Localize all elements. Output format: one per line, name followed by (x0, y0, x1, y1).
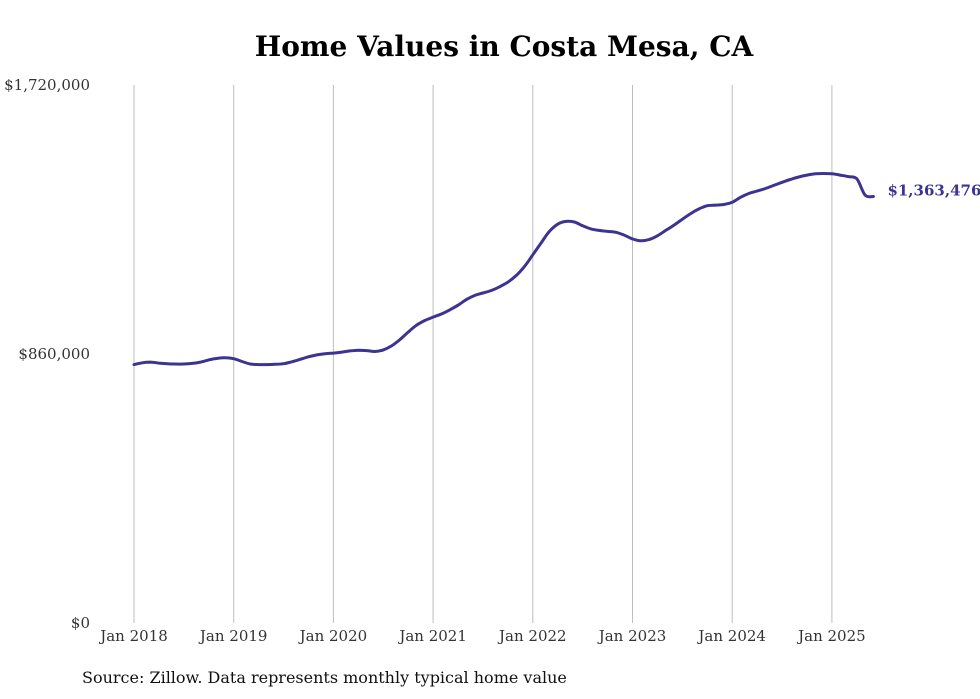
chart-title: Home Values in Costa Mesa, CA (254, 30, 754, 63)
x-tick-label: Jan 2022 (497, 627, 567, 645)
x-tick-label: Jan 2023 (597, 627, 667, 645)
line-chart: $0$860,000$1,720,000 Jan 2018 Jan 2019 Jan… (4, 76, 980, 645)
x-tick-label: Jan 2021 (397, 627, 467, 645)
x-tick-label: Jan 2019 (198, 627, 268, 645)
x-tick-label: Jan 2018 (98, 627, 168, 645)
y-tick-label: $860,000 (18, 345, 90, 363)
x-tick-label: Jan 2020 (298, 627, 368, 645)
x-axis-labels: Jan 2018 Jan 2019 Jan 2020 Jan 2021 Jan 2022… (98, 627, 865, 645)
x-tick-label: Jan 2024 (696, 627, 766, 645)
series-line (132, 172, 875, 367)
grid-lines (133, 85, 833, 623)
x-tick-label: Jan 2025 (796, 627, 866, 645)
end-value-label: $1,363,476 (887, 182, 980, 200)
y-tick-label: $1,720,000 (4, 76, 90, 94)
y-axis-labels: $0 $860,000 $1,720,000 (4, 76, 90, 632)
source-note: Source: Zillow. Data represents monthly … (82, 668, 567, 687)
y-tick-label: $0 (71, 614, 90, 632)
